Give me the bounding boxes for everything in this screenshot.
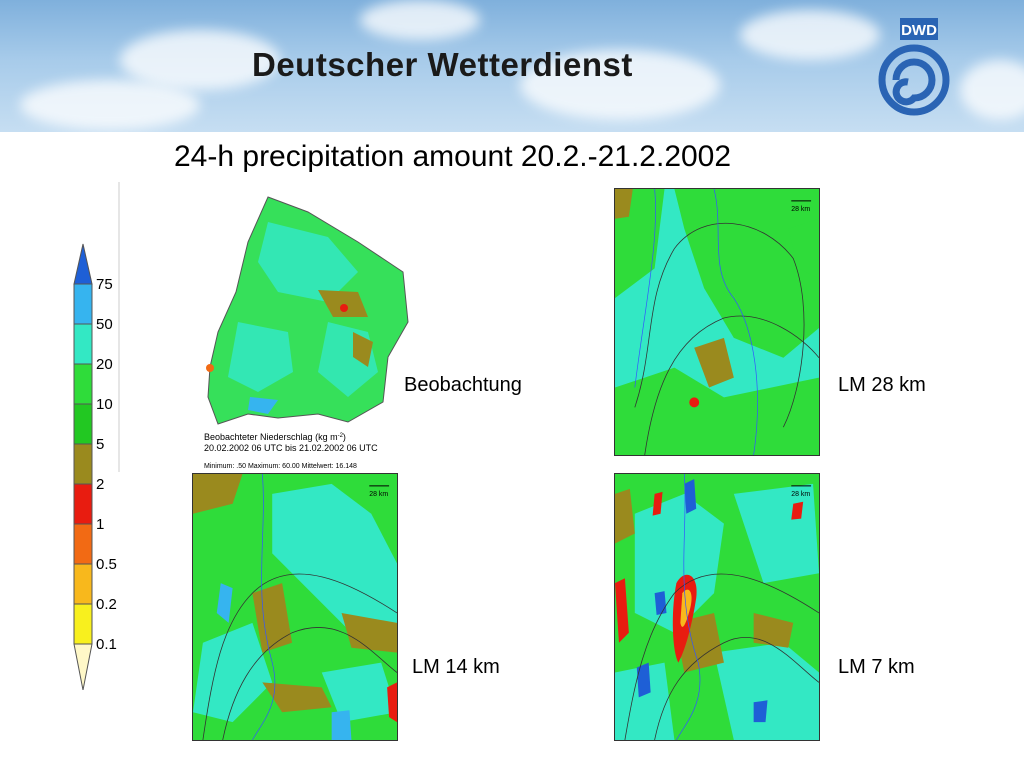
legend-label: 10 <box>96 396 113 413</box>
map-lm-28km: 28 km <box>614 188 820 456</box>
legend-label: 0.2 <box>96 596 117 613</box>
legend-label: 1 <box>96 516 104 533</box>
legend-label: 5 <box>96 436 104 453</box>
legend-label: 0.1 <box>96 636 117 653</box>
legend-arrow-top <box>73 243 93 285</box>
legend-swatch <box>73 563 93 605</box>
scale-label: 28 km <box>791 491 810 498</box>
caption-lm-14km: LM 14 km <box>412 656 500 678</box>
legend-swatch <box>73 283 93 325</box>
legend-swatch <box>73 443 93 485</box>
observation-stats: Minimum: .50 Maximum: 60.00 Mittelwert: … <box>204 463 357 470</box>
dwd-logo-icon: DWD <box>878 18 950 116</box>
legend-label: 50 <box>96 316 113 333</box>
legend-swatch <box>73 403 93 445</box>
scale-label: 28 km <box>369 491 388 498</box>
caption-lm-28km: LM 28 km <box>838 374 926 396</box>
map-lm-14km: 28 km <box>192 473 398 741</box>
map-lm-7km: 28 km <box>614 473 820 741</box>
page-title: 24-h precipitation amount 20.2.-21.2.200… <box>174 140 732 173</box>
legend-swatch <box>73 363 93 405</box>
legend-arrow-bottom <box>73 643 93 690</box>
color-legend: 75 50 20 10 5 2 1 0.5 0.2 0.1 <box>73 243 117 690</box>
caption-lm-7km: LM 7 km <box>838 656 915 678</box>
legend-swatch <box>73 483 93 525</box>
scale-label: 28 km <box>791 206 810 213</box>
header-banner: Deutscher Wetterdienst DWD <box>0 0 1024 132</box>
legend-label: 2 <box>96 476 104 493</box>
legend-swatch <box>73 603 93 645</box>
logo-text: DWD <box>901 22 937 39</box>
legend-swatch <box>73 323 93 365</box>
legend-swatch <box>73 523 93 565</box>
observation-label-line2: 20.02.2002 06 UTC bis 21.02.2002 06 UTC <box>204 443 378 453</box>
legend-label: 20 <box>96 356 113 373</box>
legend-label: 0.5 <box>96 556 117 573</box>
caption-observation: Beobachtung <box>404 374 522 396</box>
observation-label-line1: Beobachteter Niederschlag (kg m-2) <box>204 432 346 442</box>
banner-title: Deutscher Wetterdienst <box>252 46 633 83</box>
legend-label: 75 <box>96 276 113 293</box>
observation-map: Beobachteter Niederschlag (kg m-2) 20.02… <box>118 182 409 472</box>
observation-panel: Beobachteter Niederschlag (kg m-2) 20.02… <box>118 182 418 472</box>
